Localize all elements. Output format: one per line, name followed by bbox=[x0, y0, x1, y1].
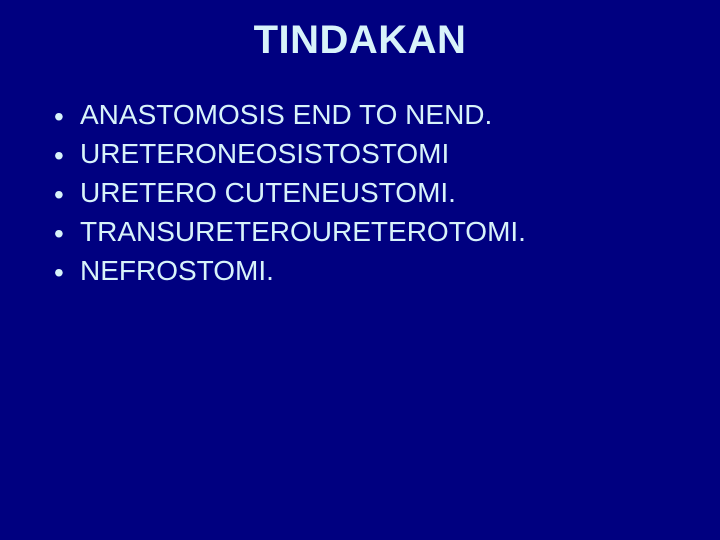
bullet-icon: • bbox=[54, 175, 80, 209]
bullet-icon: • bbox=[54, 214, 80, 248]
list-item: • URETERONEOSISTOSTOMI bbox=[54, 136, 720, 171]
bullet-icon: • bbox=[54, 253, 80, 287]
list-item-text: ANASTOMOSIS END TO NEND. bbox=[80, 97, 492, 132]
list-item: • NEFROSTOMI. bbox=[54, 253, 720, 288]
list-item: • TRANSURETEROURETEROTOMI. bbox=[54, 214, 720, 249]
list-item-text: URETERONEOSISTOSTOMI bbox=[80, 136, 449, 171]
slide: TINDAKAN • ANASTOMOSIS END TO NEND. • UR… bbox=[0, 0, 720, 540]
bullet-icon: • bbox=[54, 136, 80, 170]
list-item-text: URETERO CUTENEUSTOMI. bbox=[80, 175, 456, 210]
list-item-text: NEFROSTOMI. bbox=[80, 253, 274, 288]
list-item: • URETERO CUTENEUSTOMI. bbox=[54, 175, 720, 210]
bullet-icon: • bbox=[54, 97, 80, 131]
slide-body: • ANASTOMOSIS END TO NEND. • URETERONEOS… bbox=[0, 63, 720, 288]
list-item-text: TRANSURETEROURETEROTOMI. bbox=[80, 214, 526, 249]
list-item: • ANASTOMOSIS END TO NEND. bbox=[54, 97, 720, 132]
slide-title: TINDAKAN bbox=[0, 0, 720, 63]
bullet-list: • ANASTOMOSIS END TO NEND. • URETERONEOS… bbox=[54, 97, 720, 288]
